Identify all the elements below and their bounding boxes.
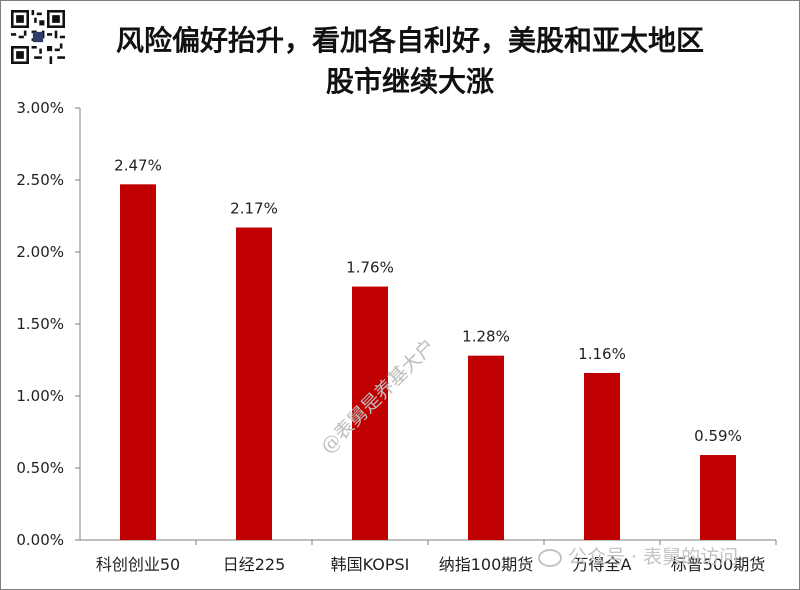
data-label-5: 1.16% xyxy=(578,345,626,363)
bar-5 xyxy=(584,372,620,540)
y-tick-label: 2.00% xyxy=(16,243,64,261)
y-tick-label: 0.00% xyxy=(16,531,64,549)
data-label-2: 2.17% xyxy=(230,200,278,218)
x-tick-label-6: 标普500期货 xyxy=(671,555,766,574)
x-tick-label-5: 万得全A xyxy=(573,555,632,574)
y-tick-label: 2.50% xyxy=(16,171,64,189)
data-label-1: 2.47% xyxy=(114,156,162,174)
bar-2 xyxy=(236,227,272,540)
watermark-footer-name: 表舅的访问 xyxy=(643,546,739,568)
chart-title-line-1: 风险偏好抬升，看加各自利好，美股和亚太地区 xyxy=(115,24,704,57)
watermark-footer-account: 公众号 xyxy=(568,546,626,568)
bar-4 xyxy=(468,355,504,540)
x-tick-label-4: 纳指100期货 xyxy=(439,555,534,574)
watermark-footer: 公众号 · 表舅的访问 xyxy=(538,542,738,569)
x-tick-label-2: 日经225 xyxy=(223,555,286,574)
qr-code-icon xyxy=(11,10,65,64)
y-tick-label: 1.50% xyxy=(16,315,64,333)
data-label-4: 1.28% xyxy=(462,328,510,346)
bar-6 xyxy=(700,455,736,540)
chart-title-line-2: 股市继续大涨 xyxy=(325,65,494,98)
data-label-6: 0.59% xyxy=(694,427,742,445)
y-tick-label: 0.50% xyxy=(16,459,64,477)
bar-1 xyxy=(120,184,156,540)
data-label-3: 1.76% xyxy=(346,259,394,277)
x-tick-label-3: 韩国KOPSI xyxy=(331,555,410,574)
bar-3 xyxy=(352,286,388,540)
wechat-logo-icon xyxy=(538,548,562,567)
x-tick-label-1: 科创创业50 xyxy=(96,555,180,574)
y-tick-label: 1.00% xyxy=(16,387,64,405)
y-tick-label: 3.00% xyxy=(16,99,64,117)
